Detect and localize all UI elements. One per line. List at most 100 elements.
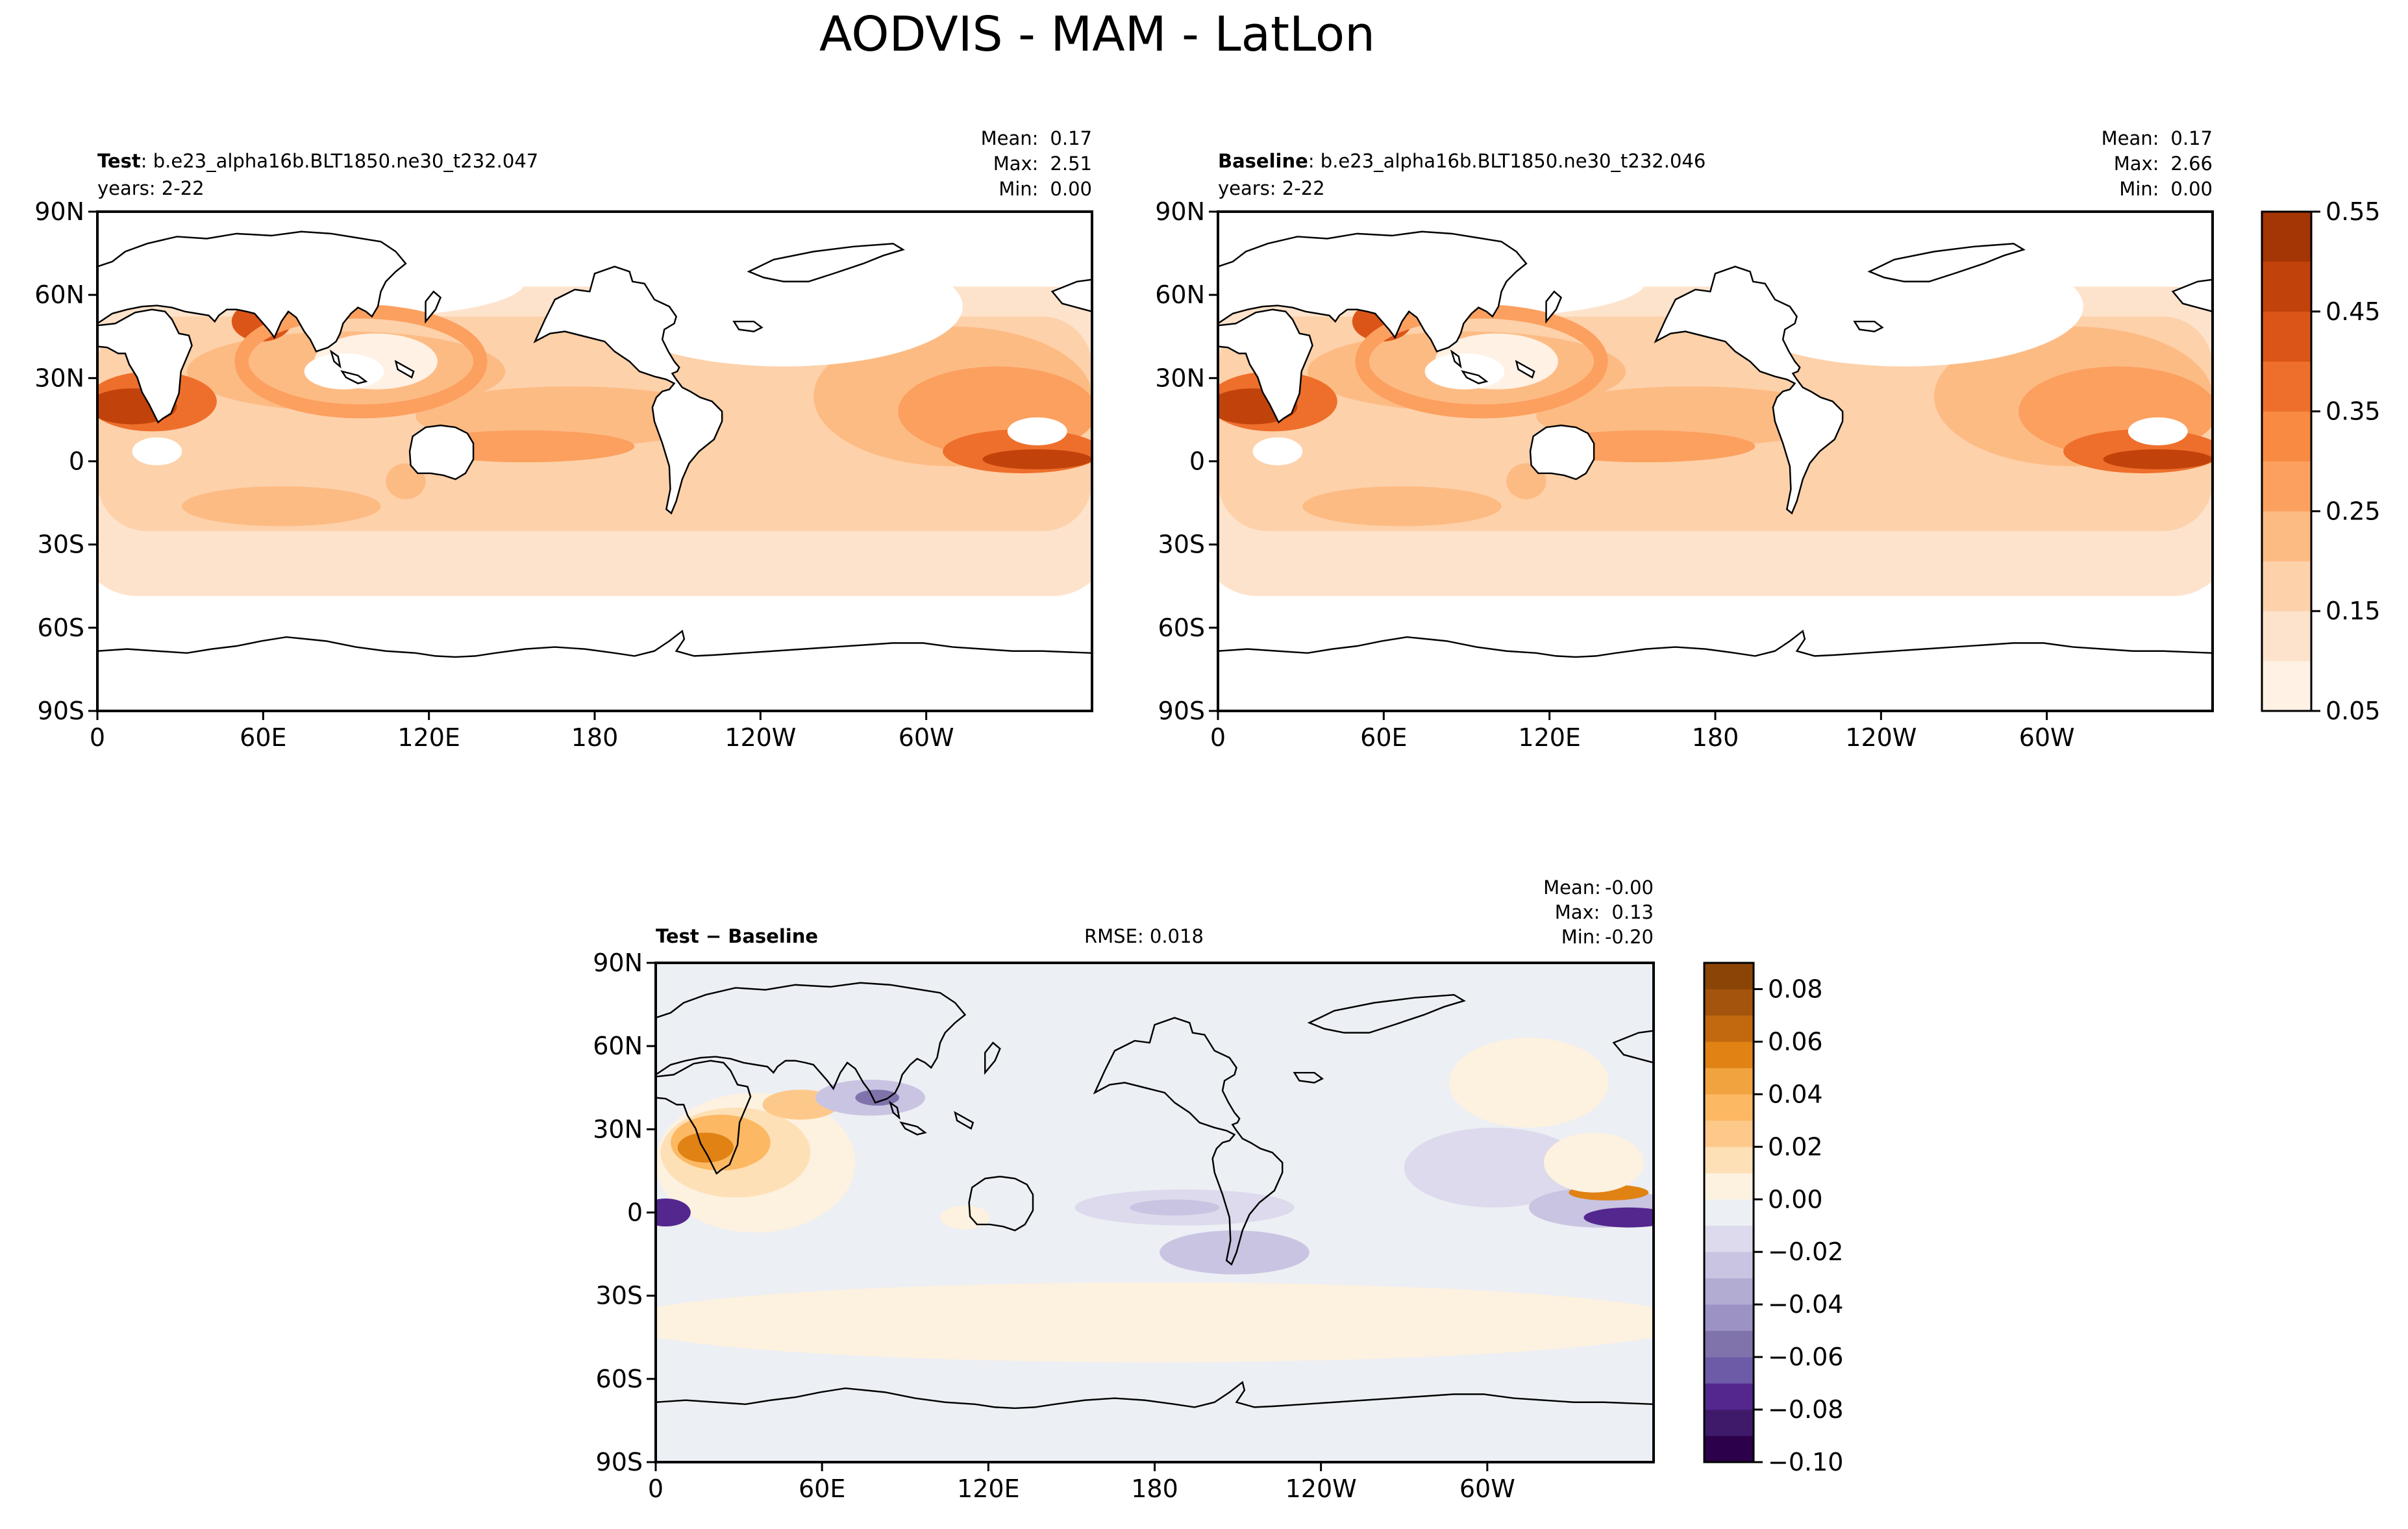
test-lat-tick-label: 30N — [34, 364, 84, 392]
diff-lat-tick-label: 90S — [596, 1448, 643, 1476]
colorbar-difference-swatch — [1704, 1041, 1754, 1069]
colorbar-difference-swatch — [1704, 1147, 1754, 1174]
baseline-lat-tick-label: 60N — [1155, 280, 1205, 309]
test-label: Test: b.e23_alpha16b.BLT1850.ne30_t232.0… — [97, 150, 538, 172]
colorbar-difference-swatch — [1704, 1278, 1754, 1305]
diff-label: Test − Baseline — [656, 925, 818, 947]
colorbar-absolute-swatch — [2261, 461, 2312, 512]
colorbar-absolute-frame — [2261, 210, 2313, 712]
test-lat-tick-label: 90S — [38, 697, 84, 725]
colorbar-absolute-swatch — [2261, 311, 2312, 362]
baseline-stat-max: Max: 2.66 — [2114, 153, 2213, 175]
colorbar-absolute-tick-label: 0.45 — [2326, 297, 2381, 326]
baseline-label: Baseline: b.e23_alpha16b.BLT1850.ne30_t2… — [1218, 150, 1706, 172]
baseline-lat-tick-label: 60S — [1158, 614, 1205, 642]
colorbar-difference-tick-label: 0.08 — [1768, 975, 1823, 1003]
colorbar-difference-swatch — [1704, 1015, 1754, 1042]
colorbar-difference-tick-label: 0.02 — [1768, 1132, 1823, 1161]
colorbar-difference: 0.08 0.06 0.04 0.02 0.00 −0.02 −0.04 −0.06 −0.08… — [1703, 962, 1843, 1476]
diff-lon-tick-label: 120W — [1285, 1474, 1357, 1503]
diff-lat-tick-label: 30N — [593, 1115, 643, 1143]
colorbar-difference-swatch — [1704, 1304, 1754, 1331]
colorbar-absolute-swatch — [2261, 211, 2312, 262]
colorbar-absolute-swatch — [2261, 411, 2312, 462]
diff-lon-tick-label: 60W — [1459, 1474, 1515, 1503]
diff-panel: Test − Baseline RMSE: 0.018 Mean: -0.00 M… — [593, 876, 1655, 1503]
baseline-lat-tick-label: 90N — [1155, 197, 1205, 226]
colorbar-difference-swatch — [1704, 1094, 1754, 1121]
colorbar-difference-swatch — [1704, 962, 1754, 989]
test-map-field — [97, 230, 1092, 711]
colorbar-difference-swatch — [1704, 1383, 1754, 1410]
colorbar-absolute-swatch — [2261, 610, 2312, 662]
diff-lat-tick-label: 60S — [596, 1365, 643, 1393]
baseline-lat-tick-label: 30S — [1158, 530, 1205, 559]
colorbar-difference-swatch — [1704, 1120, 1754, 1147]
baseline-stat-mean: Mean: 0.17 — [2102, 127, 2213, 149]
baseline-panel: Baseline: b.e23_alpha16b.BLT1850.ne30_t2… — [1155, 127, 2214, 752]
baseline-lon-tick-label: 120W — [1845, 723, 1917, 752]
colorbar-difference-tick-label: 0.00 — [1768, 1185, 1823, 1213]
baseline-lon-tick-label: 60E — [1360, 723, 1407, 752]
test-lon-tick-label: 180 — [571, 723, 619, 752]
baseline-lat-tick-label: 0 — [1189, 447, 1205, 476]
diff-lat-tick-label: 0 — [627, 1199, 643, 1227]
test-lon-tick-label: 60E — [240, 723, 286, 752]
baseline-lat-tick-label: 90S — [1158, 697, 1205, 725]
colorbar-difference-swatch — [1704, 989, 1754, 1016]
test-lat-tick-label: 0 — [69, 447, 84, 476]
diff-lon-tick-label: 180 — [1131, 1474, 1178, 1503]
test-lat-tick-label: 30S — [38, 530, 84, 559]
colorbar-absolute-tick-label: 0.35 — [2326, 397, 2381, 426]
test-lon-tick-label: 60W — [899, 723, 954, 752]
colorbar-absolute: 0.55 0.45 0.35 0.25 0.15 0.05 — [2261, 197, 2381, 725]
test-years: years: 2-22 — [97, 177, 205, 199]
baseline-lon-tick-label: 180 — [1692, 723, 1739, 752]
colorbar-difference-swatch — [1704, 1173, 1754, 1200]
test-lon-tick-label: 120W — [725, 723, 796, 752]
test-stat-mean: Mean: 0.17 — [981, 127, 1092, 149]
test-lat-tick-label: 60N — [34, 280, 84, 309]
colorbar-difference-swatch — [1704, 1225, 1754, 1252]
colorbar-difference-tick-label: −0.06 — [1768, 1343, 1843, 1371]
diff-lon-tick-label: 60E — [799, 1474, 845, 1503]
baseline-lon-tick-label: 60W — [2019, 723, 2075, 752]
colorbar-difference-swatch — [1704, 1409, 1754, 1436]
colorbar-difference-swatch — [1704, 1251, 1754, 1278]
colorbar-difference-tick-label: −0.08 — [1768, 1395, 1843, 1424]
test-panel: Test: b.e23_alpha16b.BLT1850.ne30_t232.0… — [34, 127, 1093, 752]
test-lon-tick-label: 120E — [397, 723, 460, 752]
diff-stat-mean: Mean: -0.00 — [1543, 876, 1654, 899]
test-lat-tick-label: 60S — [38, 614, 84, 642]
colorbar-difference-tick-label: −0.02 — [1768, 1237, 1843, 1266]
diff-stat-max: Max: 0.13 — [1555, 901, 1654, 923]
diff-stat-min: Min: -0.20 — [1561, 926, 1654, 948]
colorbar-absolute-tick-label: 0.25 — [2326, 497, 2381, 525]
colorbar-absolute-tick-label: 0.05 — [2326, 697, 2381, 725]
colorbar-difference-tick-label: 0.06 — [1768, 1027, 1823, 1056]
colorbar-difference-swatch — [1704, 1436, 1754, 1463]
colorbar-difference-tick-label: −0.10 — [1768, 1448, 1843, 1476]
colorbar-absolute-swatch — [2261, 511, 2312, 562]
diff-map-field — [656, 963, 1654, 1462]
baseline-lon-tick-label: 0 — [1210, 723, 1226, 752]
colorbar-absolute-swatch — [2261, 561, 2312, 612]
colorbar-difference-tick-label: −0.04 — [1768, 1290, 1843, 1319]
diff-lat-tick-label: 30S — [596, 1282, 643, 1310]
baseline-map-field — [1218, 230, 2213, 711]
colorbar-difference-swatch — [1704, 1199, 1754, 1226]
colorbar-difference-tick-label: 0.04 — [1768, 1080, 1823, 1108]
baseline-lat-tick-label: 30N — [1155, 364, 1205, 392]
colorbar-absolute-tick-label: 0.15 — [2326, 597, 2381, 625]
baseline-years: years: 2-22 — [1218, 177, 1325, 199]
baseline-stat-min: Min: 0.00 — [2119, 178, 2213, 200]
diff-lat-tick-label: 90N — [593, 949, 643, 977]
test-lon-tick-label: 0 — [90, 723, 105, 752]
colorbar-absolute-swatch — [2261, 261, 2312, 312]
colorbar-difference-swatch — [1704, 1330, 1754, 1358]
figure-title: AODVIS - MAM - LatLon — [819, 6, 1375, 62]
